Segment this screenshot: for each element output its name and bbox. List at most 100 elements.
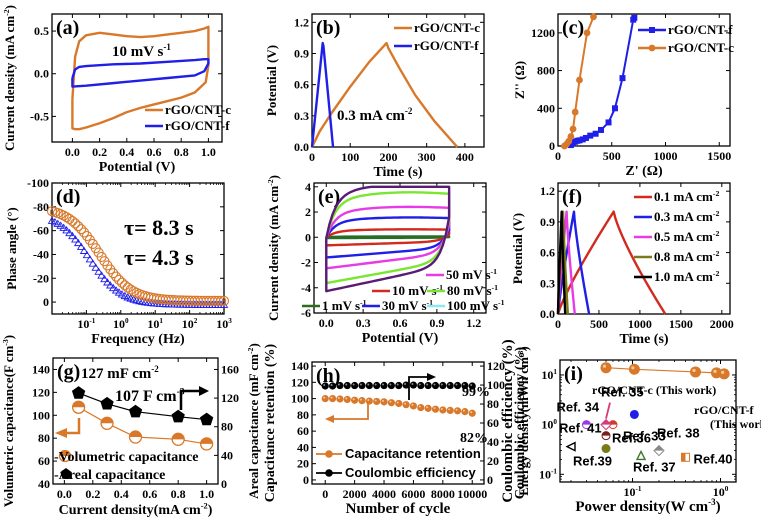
panel-h: 0 2000 4000 6000 8000 10000020406080100120140… bbox=[263, 343, 528, 517]
coulombic-point bbox=[402, 381, 410, 389]
x-tick-label: 1.0 bbox=[201, 145, 216, 159]
coulombic-point-highlight bbox=[345, 383, 348, 386]
current-annotation: 0.3 mA cm-2 bbox=[337, 106, 413, 124]
retention-point-highlight bbox=[330, 396, 333, 399]
data-point bbox=[111, 286, 121, 294]
coulombic-point-highlight bbox=[433, 383, 436, 386]
data-point bbox=[65, 228, 74, 237]
retention-point bbox=[453, 407, 462, 415]
legend-label: 0.1 mA cm-2 bbox=[654, 189, 719, 204]
ref-label: Ref.36 bbox=[612, 431, 651, 446]
coulombic-point bbox=[321, 382, 329, 390]
retention-point-highlight bbox=[433, 407, 436, 410]
retention-point bbox=[395, 399, 403, 408]
y-tick-label: 1.2 bbox=[540, 184, 555, 198]
this-work-f-label: (This work) bbox=[710, 417, 761, 431]
superscript: -2 bbox=[2, 9, 11, 16]
superscript: -1 bbox=[360, 298, 367, 307]
y-tick-label: 0.9 bbox=[540, 215, 555, 229]
y-tick-label: 80 bbox=[297, 408, 309, 422]
retention-point bbox=[409, 402, 418, 410]
data-point bbox=[582, 134, 589, 141]
data-point bbox=[619, 75, 626, 82]
areal-point bbox=[128, 404, 143, 418]
x-tick-label: 0.8 bbox=[174, 145, 189, 159]
superscript: -2 bbox=[201, 501, 208, 510]
data-point bbox=[59, 223, 68, 231]
this-work-c-line bbox=[605, 367, 725, 375]
coulombic-point-highlight bbox=[330, 384, 333, 387]
series-line bbox=[310, 41, 459, 148]
x-tick-label: 1000 bbox=[628, 317, 652, 331]
coulombic-point-highlight bbox=[455, 383, 458, 386]
y-tick-label: 0 bbox=[305, 230, 311, 244]
panel-label: (d) bbox=[56, 186, 80, 208]
data-point bbox=[114, 274, 125, 285]
coulombic-point-highlight bbox=[323, 384, 326, 387]
panel-label: (b) bbox=[316, 17, 340, 39]
superscript: -1 bbox=[427, 298, 434, 307]
x-tick-label: 4000 bbox=[372, 487, 396, 501]
left-axis-arrow bbox=[67, 418, 81, 435]
data-point bbox=[58, 210, 69, 221]
data-point bbox=[631, 14, 638, 21]
data-point bbox=[106, 281, 115, 289]
data-point bbox=[56, 221, 66, 229]
this-work-c-point bbox=[628, 363, 640, 375]
left-axis-arrow-head bbox=[325, 415, 334, 423]
retention-point-highlight bbox=[426, 406, 429, 409]
superscript: -3 bbox=[516, 350, 525, 357]
ref-label: Ref. 34 bbox=[556, 400, 599, 415]
x-tick-label: 101 bbox=[147, 317, 163, 331]
y-axis-label: Current density (mA cm-2) bbox=[266, 175, 281, 321]
y2-tick-label: 120 bbox=[487, 359, 505, 373]
plot-frame bbox=[557, 182, 731, 315]
y2-axis-label: Areal capacitance (mF cm-2) bbox=[246, 343, 261, 499]
retention-point bbox=[380, 398, 388, 406]
point-highlight bbox=[713, 369, 717, 373]
y-tick-label: 140 bbox=[32, 362, 50, 376]
coulombic-point-highlight bbox=[462, 383, 465, 386]
y2-tick-label: 20 bbox=[487, 454, 499, 468]
retention-point-highlight bbox=[345, 397, 348, 400]
volumetric-point-fill bbox=[129, 431, 142, 438]
data-point bbox=[79, 246, 89, 254]
ref-label: Ref. 41 bbox=[559, 421, 602, 436]
y-tick-label: 100 bbox=[541, 418, 557, 432]
y2-axis-label: Coulombic efficiency (%) bbox=[513, 346, 528, 499]
areal-point bbox=[171, 409, 185, 423]
y-tick-label: 100 bbox=[291, 392, 309, 406]
y2-tick-label: 80 bbox=[221, 420, 233, 434]
label-end: ) bbox=[716, 499, 721, 515]
panel-label: (a) bbox=[56, 17, 79, 39]
ref-leader-line bbox=[605, 402, 611, 419]
y-tick-label: 2 bbox=[305, 205, 311, 219]
x-tick-label: 10-1 bbox=[624, 485, 642, 499]
legend-label: 0.8 mA cm-2 bbox=[654, 249, 719, 264]
plot-frame bbox=[559, 359, 737, 483]
panel-d: 10-1 100 101 102 103-100-80-60-40-200Frequen… bbox=[4, 176, 232, 347]
ref-point-fill bbox=[602, 431, 611, 436]
x-tick-label: 100 bbox=[341, 150, 359, 164]
y2-tick-label: 80 bbox=[487, 397, 499, 411]
coulombic-point bbox=[380, 381, 388, 390]
ref-point bbox=[565, 441, 576, 452]
data-point bbox=[583, 29, 591, 37]
data-point bbox=[567, 133, 575, 140]
retention-point-highlight bbox=[455, 408, 458, 411]
retention-point bbox=[343, 395, 351, 404]
legend-label: -Volumetric capacitance bbox=[54, 450, 199, 465]
retention-point-highlight bbox=[337, 397, 340, 400]
series-line bbox=[310, 41, 335, 148]
coulombic-point-highlight bbox=[359, 383, 362, 386]
y-tick-label: -80 bbox=[33, 200, 49, 214]
ref-label: Ref.39 bbox=[573, 454, 612, 469]
coulombic-point bbox=[328, 382, 337, 390]
y-tick-label: 120 bbox=[32, 385, 50, 399]
areal-point bbox=[100, 396, 114, 410]
retention-point bbox=[431, 405, 440, 413]
data-point bbox=[213, 295, 224, 306]
coulombic-point-highlight bbox=[426, 383, 429, 386]
x-tick-label: 100 bbox=[713, 485, 729, 499]
data-point bbox=[218, 295, 230, 306]
